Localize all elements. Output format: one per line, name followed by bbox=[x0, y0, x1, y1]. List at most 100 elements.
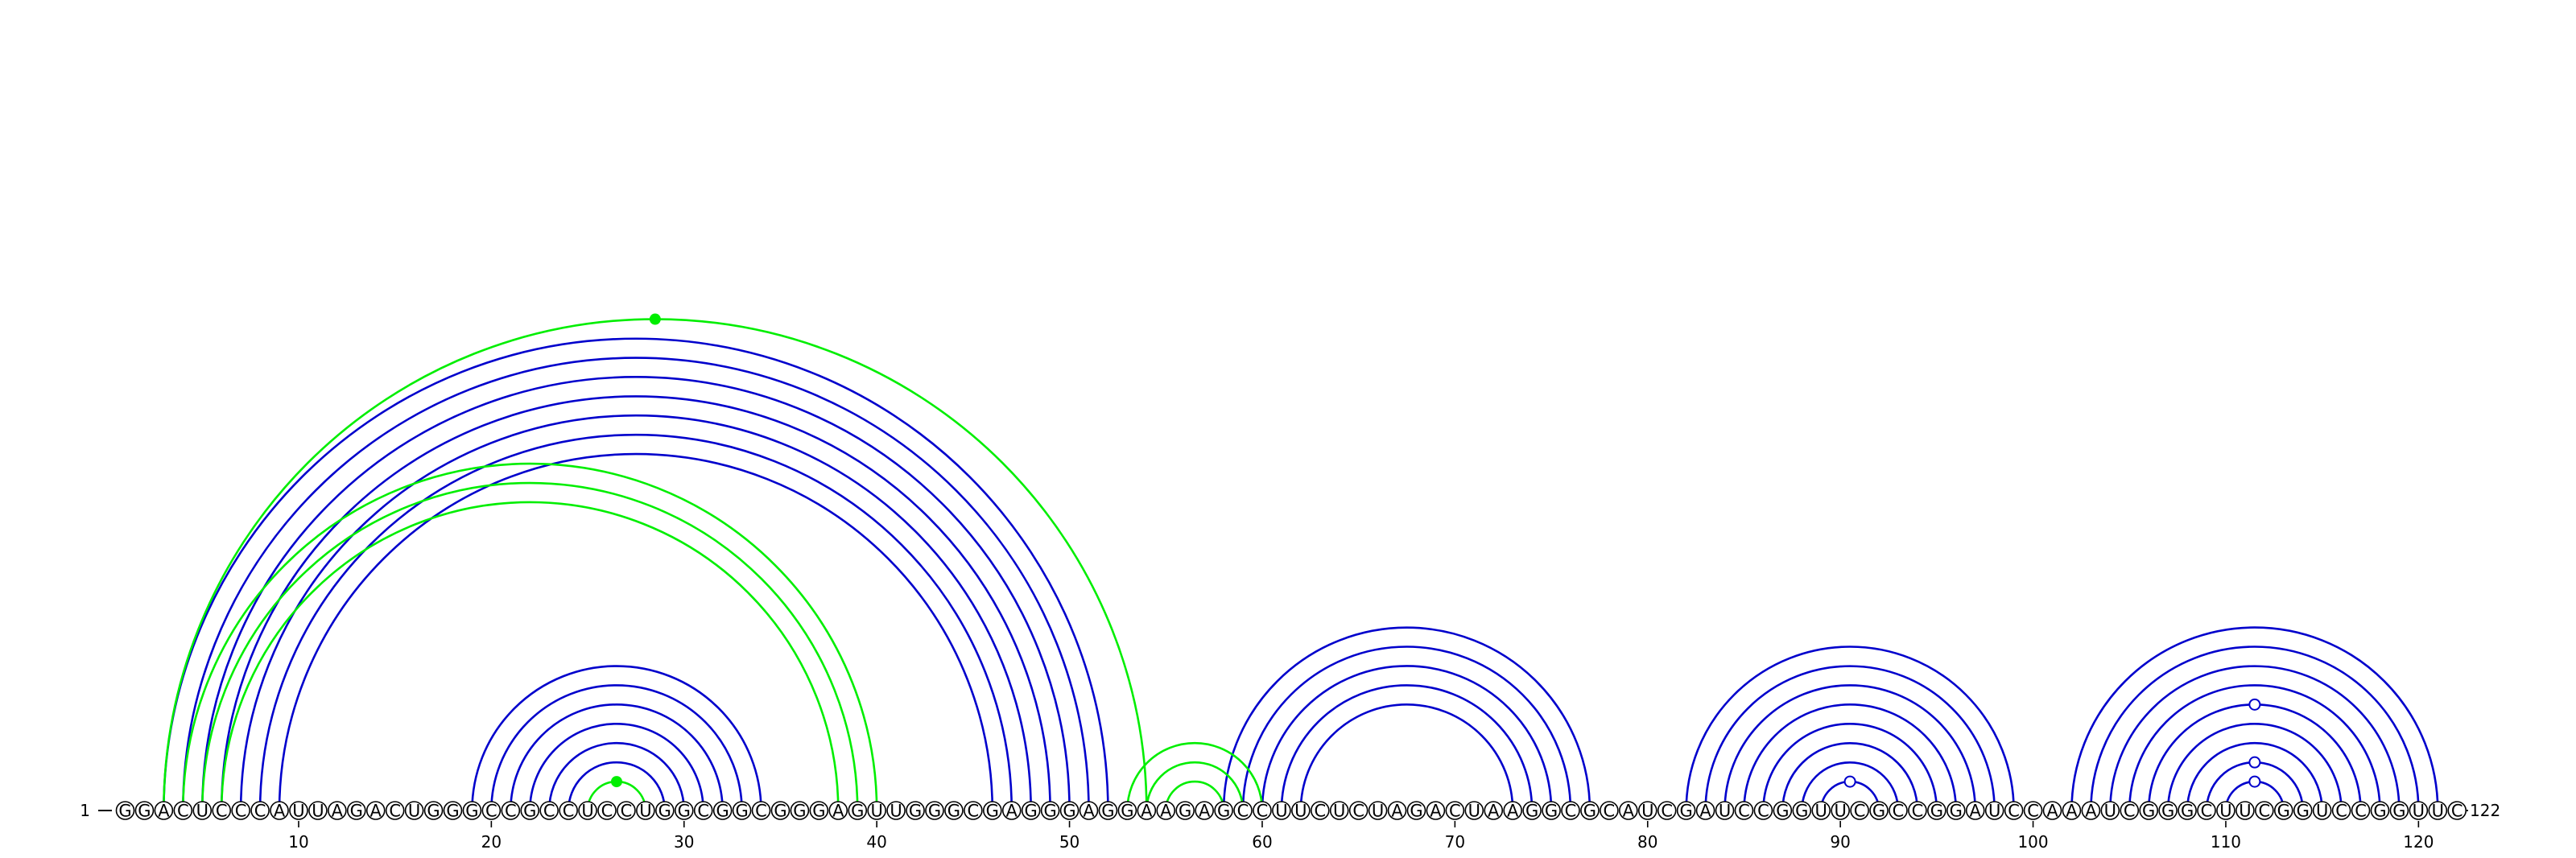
nucleotide-circle bbox=[655, 801, 675, 820]
nucleotide-letter: C bbox=[563, 802, 575, 821]
nucleotide-letter: G bbox=[986, 802, 999, 821]
nucleotide-letter: G bbox=[1101, 802, 1114, 821]
nucleotide-circle bbox=[693, 801, 713, 820]
nucleotide-letter: A bbox=[1507, 802, 1519, 821]
tick-label-60: 60 bbox=[1252, 832, 1272, 852]
nucleotide-circle bbox=[1734, 801, 1754, 820]
nucleotide-letter: G bbox=[1179, 802, 1191, 821]
nucleotide-113: G bbox=[2273, 801, 2293, 821]
nucleotide-27: C bbox=[617, 801, 636, 821]
nucleotide-120: U bbox=[2409, 801, 2429, 821]
nucleotide-circle bbox=[559, 801, 578, 820]
nucleotide-letter: G bbox=[1583, 802, 1596, 821]
nucleotide-1: G bbox=[115, 801, 135, 821]
nucleotide-circle bbox=[1079, 801, 1099, 820]
nucleotide-circle bbox=[1426, 801, 1446, 820]
nucleotide-121: U bbox=[2428, 801, 2448, 821]
nucleotide-25: U bbox=[578, 801, 597, 821]
pseudoknot-arc-6 bbox=[1146, 761, 1245, 811]
nucleotide-letter: G bbox=[1410, 802, 1422, 821]
nucleotide-circle bbox=[1946, 801, 1966, 820]
nucleotide-letter: U bbox=[312, 802, 324, 821]
nucleotide-circle bbox=[1889, 801, 1908, 820]
tick-label-100: 100 bbox=[2017, 832, 2048, 852]
nucleotide-letter: C bbox=[1912, 802, 1924, 821]
nucleotide-circle bbox=[1098, 801, 1118, 820]
nucleotide-circle bbox=[751, 801, 771, 820]
nucleotide-59: C bbox=[1233, 801, 1253, 821]
nucleotide-119: G bbox=[2389, 801, 2409, 821]
nucleotide-letter: G bbox=[2392, 802, 2405, 821]
nucleotide-circle bbox=[1253, 801, 1272, 820]
nucleotide-circle bbox=[1117, 801, 1137, 820]
nucleotide-circle bbox=[2273, 801, 2293, 820]
nucleotide-letter: A bbox=[370, 802, 382, 821]
nucleotide-letter: C bbox=[1449, 802, 1461, 821]
nucleotide-letter: C bbox=[254, 802, 266, 821]
markers-layer bbox=[610, 313, 2261, 788]
nucleotide-circle bbox=[790, 801, 810, 820]
nucleotide-6: C bbox=[212, 801, 232, 821]
nucleotide-letter: G bbox=[678, 802, 691, 821]
pseudoknot-arc-3 bbox=[220, 501, 840, 811]
nucleotide-109: C bbox=[2197, 801, 2216, 821]
nucleotide-96: G bbox=[1946, 801, 1966, 821]
nucleotide-letter: U bbox=[2432, 802, 2444, 821]
nucleotide-circle bbox=[212, 801, 232, 820]
nucleotide-101: A bbox=[2042, 801, 2062, 821]
nucleotide-circle bbox=[2139, 801, 2158, 820]
nucleotide-90: U bbox=[1831, 801, 1850, 821]
nucleotide-letter: A bbox=[274, 802, 286, 821]
nucleotide-24: C bbox=[559, 801, 578, 821]
nucleotide-letter: G bbox=[909, 802, 922, 821]
nucleotide-102: A bbox=[2062, 801, 2082, 821]
open-circle-marker bbox=[1843, 775, 1856, 788]
backbone-layer: 1 122 bbox=[80, 801, 2500, 820]
green-dot-marker bbox=[649, 313, 661, 325]
nucleotide-62: U bbox=[1291, 801, 1311, 821]
pseudoknot-arc-0 bbox=[163, 318, 1148, 811]
nucleotide-circle bbox=[828, 801, 848, 820]
nucleotide-letter: U bbox=[1719, 802, 1731, 821]
nucleotide-5: U bbox=[192, 801, 213, 821]
open-circle-marker bbox=[2248, 775, 2261, 788]
nucleotide-letter: G bbox=[735, 802, 748, 821]
base-pair-arc-15 bbox=[1261, 665, 1553, 811]
nucleotide-letter: U bbox=[2239, 802, 2251, 821]
open-circle-marker bbox=[2248, 756, 2261, 769]
nucleotide-circle bbox=[1348, 801, 1368, 820]
nucleotide-letter: C bbox=[2335, 802, 2347, 821]
nucleotide-letter: G bbox=[947, 802, 960, 821]
nucleotide-21: C bbox=[501, 801, 521, 821]
nucleotide-71: U bbox=[1464, 801, 1484, 821]
nucleotide-93: C bbox=[1889, 801, 1908, 821]
nucleotide-70: C bbox=[1445, 801, 1465, 821]
nucleotide-circle bbox=[1040, 801, 1060, 820]
nucleotide-95: G bbox=[1927, 801, 1946, 821]
nucleotide-20: C bbox=[481, 801, 502, 821]
nucleotide-75: G bbox=[1542, 801, 1561, 821]
base-pair-arc-10 bbox=[528, 722, 704, 811]
nucleotide-circle bbox=[2023, 801, 2043, 820]
nucleotide-letter: G bbox=[1930, 802, 1943, 821]
nucleotide-97: A bbox=[1965, 801, 1985, 821]
nucleotide-82: G bbox=[1676, 801, 1696, 821]
nucleotide-32: G bbox=[712, 801, 733, 821]
nucleotide-circle bbox=[1291, 801, 1311, 820]
nucleotide-letter: C bbox=[543, 802, 555, 821]
nucleotide-letter: U bbox=[890, 802, 902, 821]
base-pair-arc-14 bbox=[1241, 646, 1572, 811]
nucleotide-29: G bbox=[655, 801, 675, 821]
nucleotide-letter: C bbox=[2355, 802, 2367, 821]
nucleotide-116: C bbox=[2331, 801, 2351, 821]
nucleotide-circle bbox=[1368, 801, 1388, 820]
nucleotide-44: G bbox=[944, 801, 964, 821]
nucleotide-circle bbox=[308, 801, 328, 820]
base-pair-arc-8 bbox=[490, 684, 743, 811]
nucleotide-51: A bbox=[1079, 801, 1099, 821]
nucleotide-letter: C bbox=[2259, 802, 2271, 821]
tick-label-70: 70 bbox=[1445, 832, 1465, 852]
base-pair-arc-26 bbox=[2070, 626, 2439, 811]
nucleotide-4: C bbox=[173, 801, 193, 821]
nucleotide-letter: C bbox=[1738, 802, 1750, 821]
